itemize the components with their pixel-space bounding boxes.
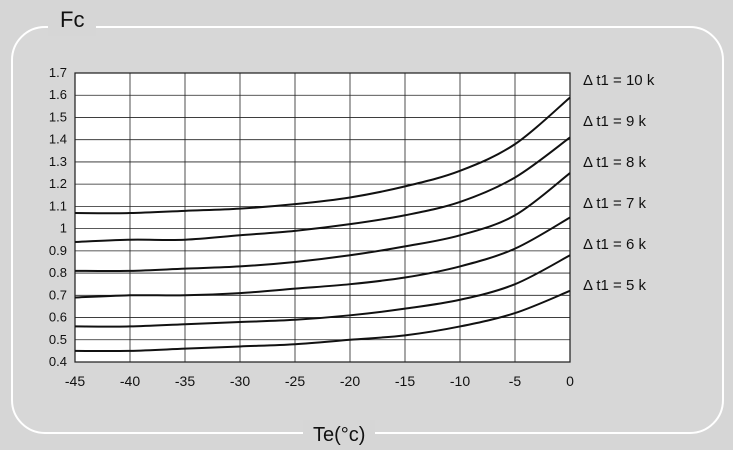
series-line [74,96,571,215]
x-tick-label: -5 [509,373,522,389]
y-tick-label: 1.4 [49,132,67,147]
x-tick-label: -30 [230,373,250,389]
plot-area [74,72,571,363]
series-line [74,254,571,328]
x-tick-label: -45 [65,373,85,389]
series-line [74,289,571,353]
y-tick-label: 0.9 [49,243,67,258]
y-tick-label: 1.1 [49,198,67,213]
y-tick-label: 0.8 [49,265,67,280]
x-tick-label: -25 [285,373,305,389]
series-label: Δ t1 = 7 k [583,195,646,212]
x-tick-labels: -45 -40 -35 -30 -25 -20 -15 -10 -5 0 [65,373,574,389]
series-label: Δ t1 = 8 k [583,154,646,171]
series-line [74,136,571,243]
series-label: Δ t1 = 6 k [583,236,646,253]
x-tick-label: 0 [566,373,574,389]
y-tick-label: 0.6 [49,310,67,325]
series-label: Δ t1 = 5 k [583,277,646,294]
x-tick-label: -40 [120,373,140,389]
x-tick-label: -15 [395,373,415,389]
grid [74,72,571,363]
y-tick-labels: 0.4 0.5 0.6 0.7 0.8 0.9 1 1.1 1.2 1.3 1.4 1.5 1.6 1.7 [49,65,67,369]
y-tick-label: 1.6 [49,87,67,102]
y-axis-title: Fc [48,4,97,36]
y-tick-label: 0.4 [49,354,67,369]
y-tick-label: 0.5 [49,332,67,347]
series-label: Δ t1 = 10 k [583,72,655,89]
y-tick-label: 1.7 [49,65,67,80]
y-tick-label: 0.7 [49,287,67,302]
y-tick-label: 1.3 [49,154,67,169]
x-tick-label: -10 [450,373,470,389]
series-labels: Δ t1 = 10 k Δ t1 = 9 k Δ t1 = 8 k Δ t1 = 7 … [583,72,655,294]
series-line [74,172,571,273]
series-lines [74,96,571,353]
series-label: Δ t1 = 9 k [583,113,646,130]
series-line [74,216,571,299]
x-tick-label: -20 [340,373,360,389]
y-tick-label: 1.2 [49,176,67,191]
y-tick-label: 1.5 [49,109,67,124]
y-tick-label: 1 [60,221,67,236]
x-tick-label: -35 [175,373,195,389]
